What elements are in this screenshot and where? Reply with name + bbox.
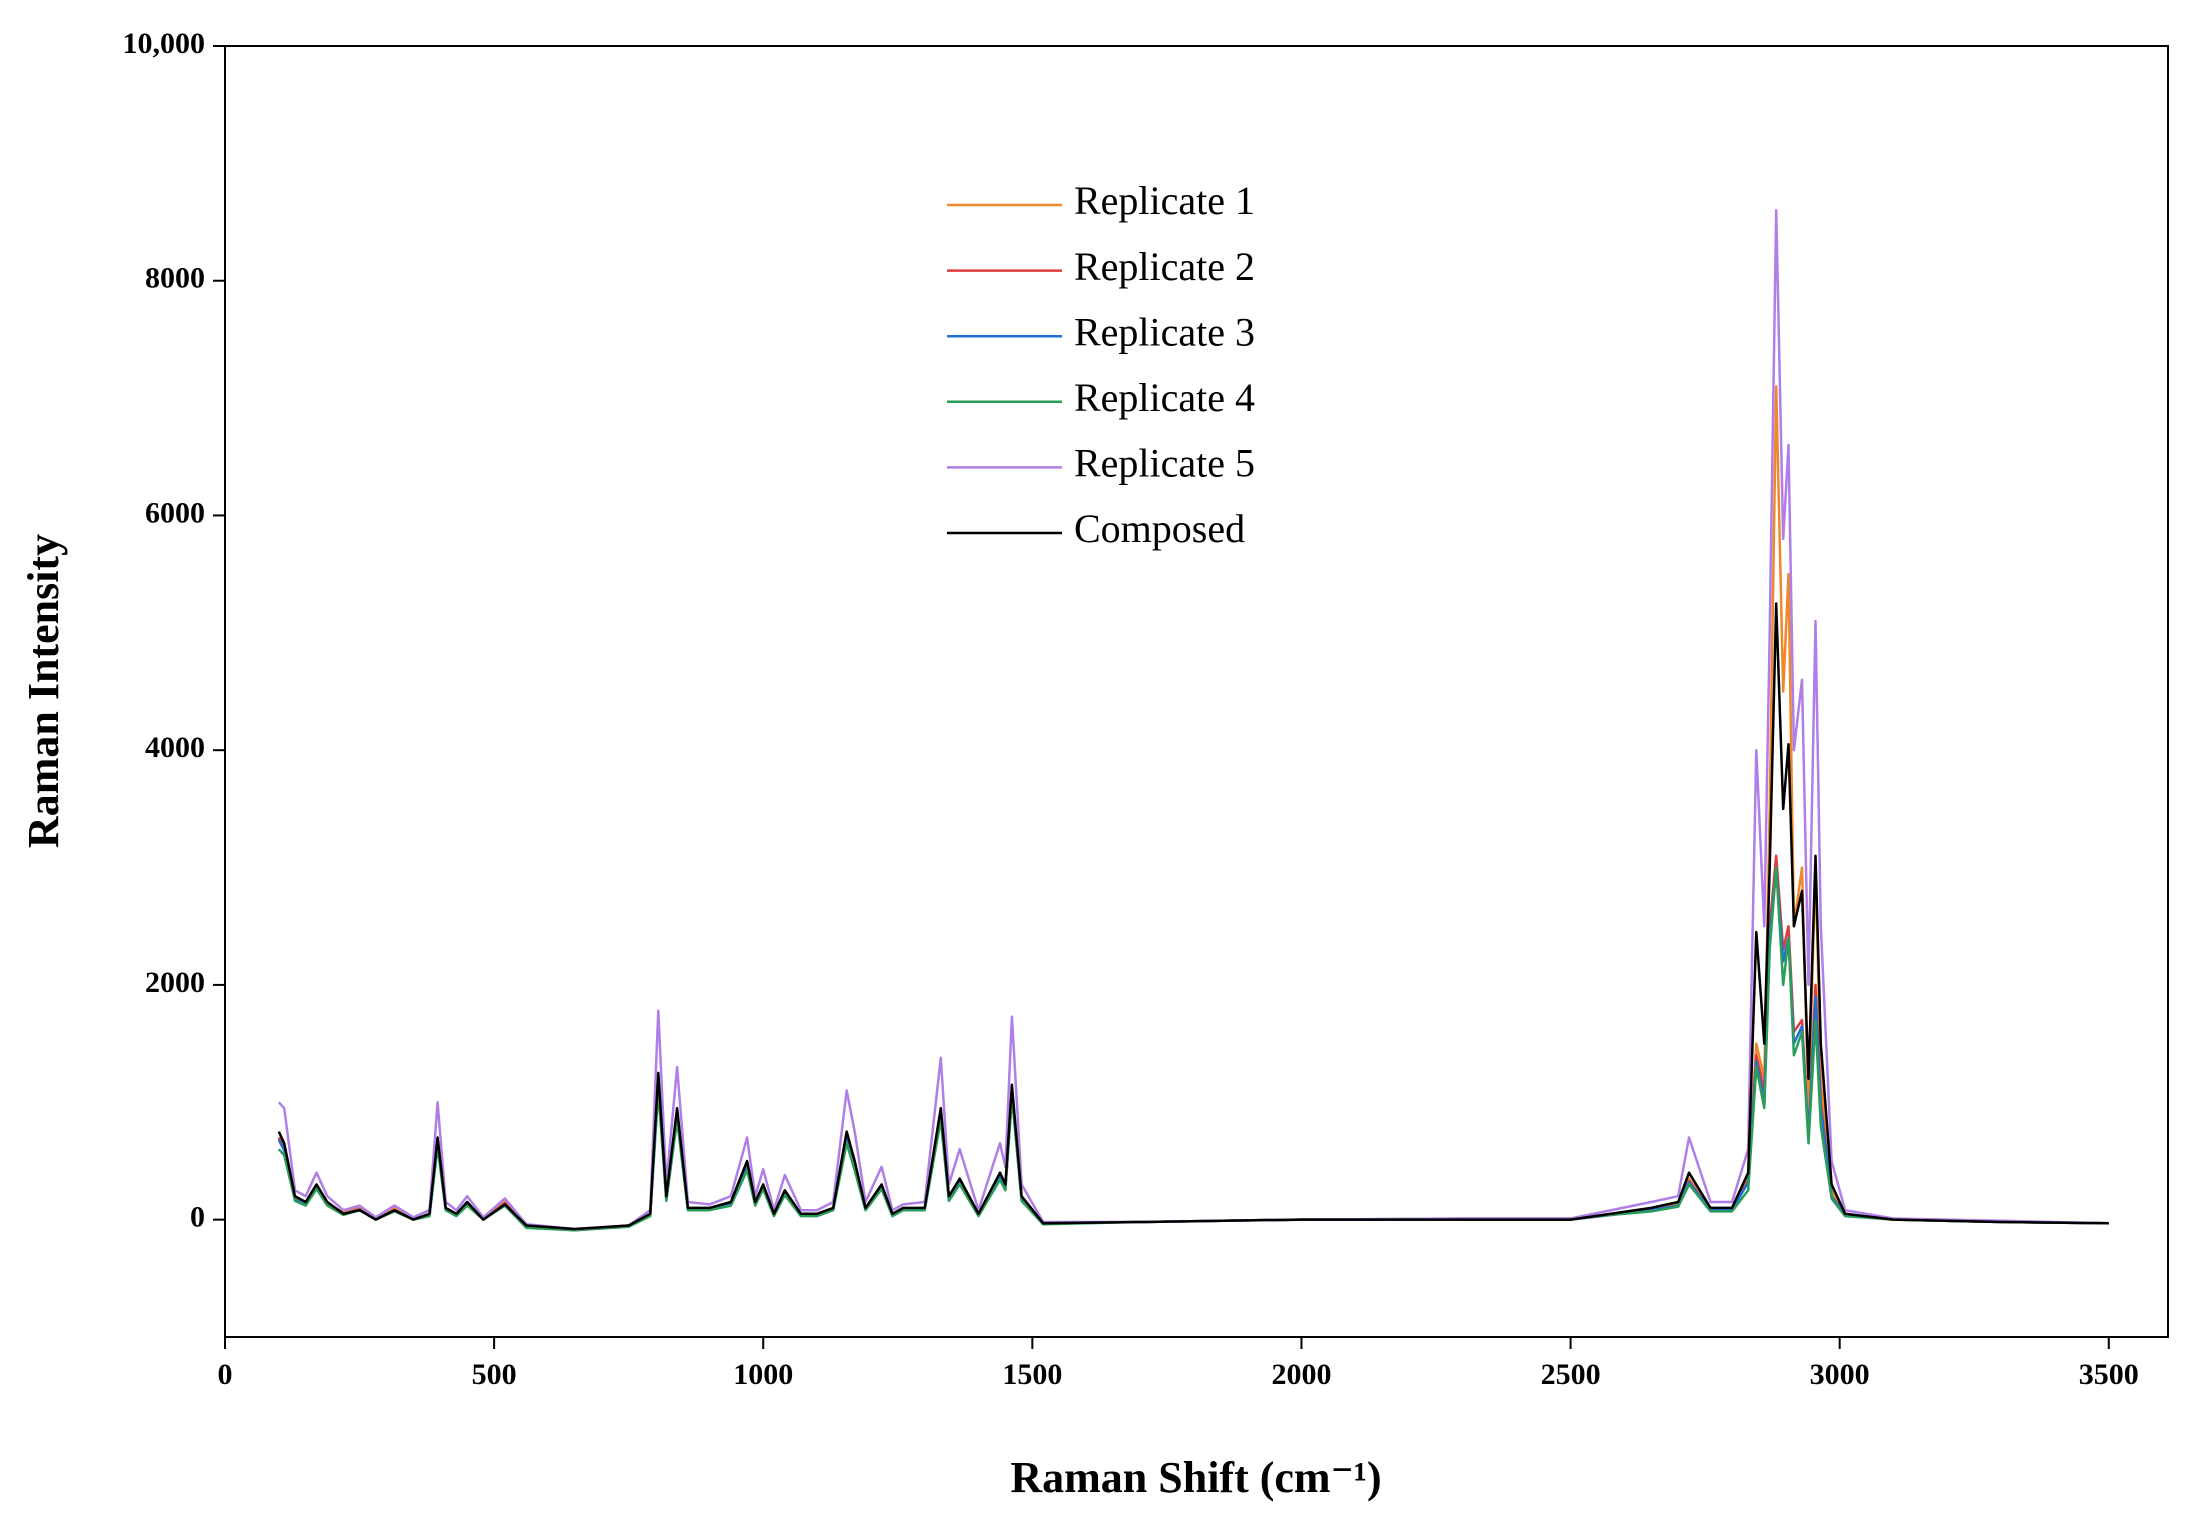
series-line: [277, 209, 2109, 1231]
x-tick-label: 2000: [1271, 1358, 1331, 1391]
y-tick-label: 4000: [145, 731, 205, 764]
y-tick-label: 6000: [145, 496, 205, 529]
y-tick-label: 2000: [145, 966, 205, 999]
x-tick-label: 2500: [1541, 1358, 1601, 1391]
legend-label: Replicate 3: [1074, 309, 1255, 354]
legend-label: Replicate 2: [1074, 244, 1255, 289]
x-tick-label: 1000: [733, 1358, 793, 1391]
y-tick-label: 0: [190, 1201, 205, 1234]
series-line: [277, 866, 2109, 1232]
legend-label: Composed: [1074, 506, 1245, 551]
legend-label: Replicate 5: [1074, 441, 1255, 486]
series-line: [277, 602, 2109, 1231]
x-tick-label: 3500: [2079, 1358, 2139, 1391]
y-tick-label: 10,000: [123, 27, 206, 60]
x-axis-title: Raman Shift (cm⁻¹): [1010, 1453, 1381, 1502]
legend-label: Replicate 1: [1074, 178, 1255, 223]
y-axis-title: Raman Intensity: [19, 534, 68, 848]
plot-frame: [224, 45, 2169, 1338]
x-tick-label: 0: [218, 1358, 233, 1391]
x-tick-label: 500: [472, 1358, 517, 1391]
x-tick-label: 3000: [1810, 1358, 1870, 1391]
legend-label: Replicate 4: [1074, 375, 1255, 420]
x-tick-label: 1500: [1002, 1358, 1062, 1391]
series-line: [277, 866, 2109, 1232]
y-tick-label: 8000: [145, 262, 205, 295]
